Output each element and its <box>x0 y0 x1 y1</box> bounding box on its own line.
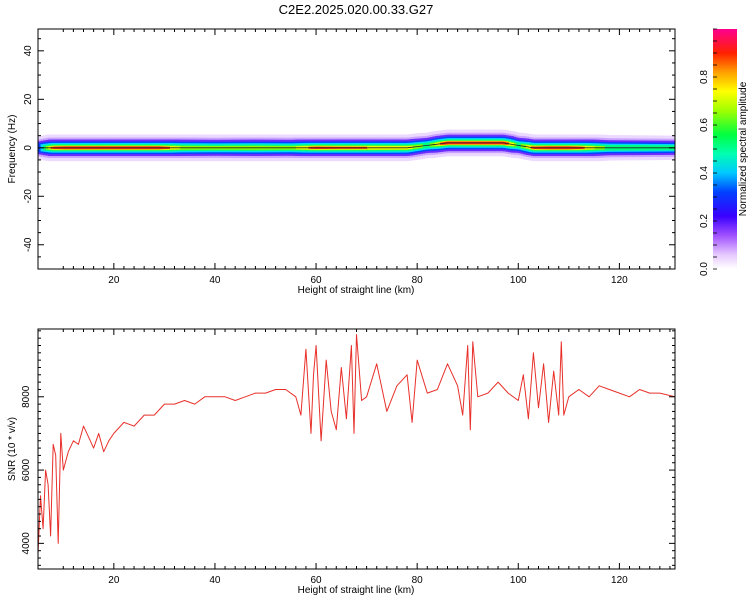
bottom-y-axis-label: SNR (10 * v/v) <box>7 417 18 481</box>
colorbar-tick-label: 0.0 <box>699 262 710 276</box>
bottom-x-tick-label: 120 <box>611 575 628 586</box>
colorbar-label: Normalized spectral amplitude <box>738 81 749 216</box>
bottom-y-tick-label: 4000 <box>21 532 32 555</box>
top-x-tick-label: 100 <box>510 275 527 286</box>
top-x-tick-label: 20 <box>108 275 120 286</box>
colorbar-ticks: 0.0 0.2 0.4 0.6 0.8 <box>699 28 717 276</box>
bottom-x-ticks: 20 40 60 80 100 120 <box>62 329 671 586</box>
colorbar-tick-label: 0.8 <box>699 70 710 84</box>
spectrogram-heatmap <box>38 129 675 162</box>
colorbar-tick-label: 0.2 <box>699 214 710 228</box>
bottom-y-tick-label: 6000 <box>21 459 32 482</box>
bottom-x-tick-label: 60 <box>310 575 322 586</box>
top-y-tick-label: -40 <box>23 237 34 252</box>
top-x-tick-label: 80 <box>412 275 424 286</box>
bottom-x-tick-label: 80 <box>412 575 424 586</box>
snr-panel: 20 40 60 80 100 120 4000 6000 8000 Height of st… <box>7 328 676 596</box>
top-x-tick-label: 120 <box>611 275 628 286</box>
chart-title: C2E2.2025.020.00.33.G27 <box>279 2 434 17</box>
top-y-tick-label: 40 <box>23 45 34 57</box>
colorbar: 0.0 0.2 0.4 0.6 0.8 Normalized spectral ampl… <box>699 28 749 276</box>
top-x-tick-label: 60 <box>310 275 322 286</box>
bottom-x-tick-label: 40 <box>209 575 221 586</box>
colorbar-tick-label: 0.6 <box>699 118 710 132</box>
top-y-tick-label: -20 <box>23 189 34 204</box>
top-y-axis-label: Frequency (Hz) <box>7 115 18 184</box>
top-y-tick-label: 20 <box>23 93 34 105</box>
bottom-plot-frame <box>37 328 676 570</box>
spectrogram-panel: 20 40 60 80 100 120 -40 -20 0 20 40 Height of str… <box>7 28 676 296</box>
bottom-x-tick-label: 100 <box>510 575 527 586</box>
bottom-x-axis-label: Height of straight line (km) <box>298 585 415 596</box>
top-x-ticks: 20 40 60 80 100 120 <box>62 29 671 286</box>
snr-series-line <box>38 334 675 555</box>
top-y-ticks: -40 -20 0 20 40 <box>23 38 675 270</box>
bottom-y-tick-label: 8000 <box>21 385 32 408</box>
top-y-tick-label: 0 <box>23 145 34 151</box>
top-x-axis-label: Height of straight line (km) <box>298 285 415 296</box>
bottom-y-ticks: 4000 6000 8000 <box>21 330 675 566</box>
bottom-x-tick-label: 20 <box>108 575 120 586</box>
colorbar-tick-label: 0.4 <box>699 166 710 180</box>
top-x-tick-label: 40 <box>209 275 221 286</box>
spectrogram-ridge-line <box>38 142 675 149</box>
